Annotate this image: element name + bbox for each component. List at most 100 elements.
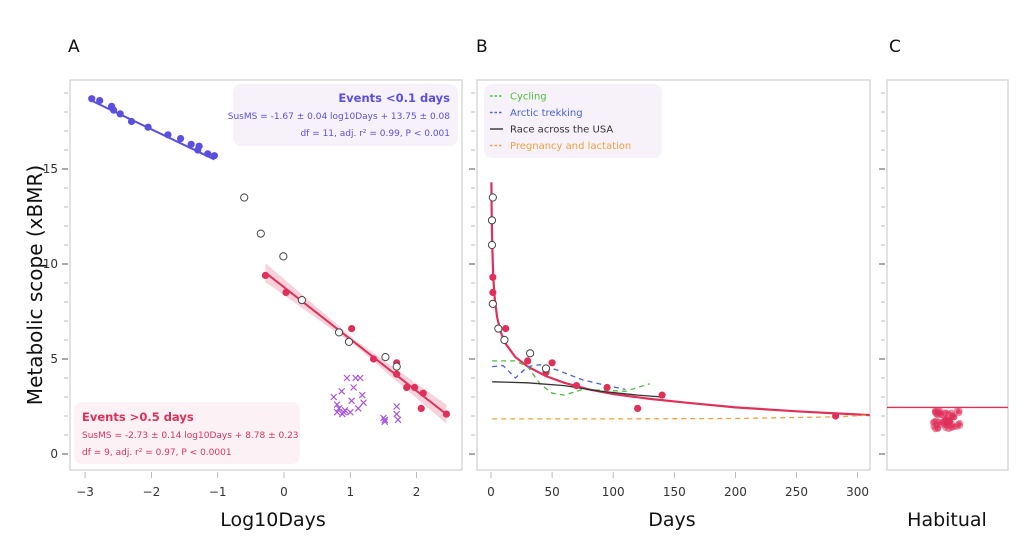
y-tick-label: 5	[50, 352, 58, 366]
data-point-open	[488, 193, 497, 202]
annotation-fast-stats: df = 11, adj. r² = 0.99, P < 0.001	[300, 129, 450, 139]
data-point	[348, 325, 356, 333]
data-point	[417, 404, 425, 412]
data-point-cross	[354, 404, 362, 412]
series-line-arctic-trekking	[492, 364, 626, 391]
panel-letter-a: A	[68, 37, 80, 57]
data-point	[195, 142, 203, 150]
data-point-open	[487, 216, 497, 225]
data-point	[945, 425, 952, 433]
x-axis-title-a: Log10Days	[220, 509, 326, 531]
data-point	[419, 389, 427, 397]
x-tick-label-b: 250	[785, 485, 808, 499]
data-point-cross	[360, 399, 367, 407]
x-tick-label-a: 1	[346, 485, 354, 499]
data-point	[403, 383, 411, 392]
x-tick-label-a: −1	[209, 485, 227, 499]
data-point-open	[500, 335, 509, 345]
data-point-cross	[393, 410, 401, 418]
data-point	[603, 383, 611, 392]
x-tick-label-a: 2	[413, 485, 421, 499]
legend-label: Cycling	[510, 92, 547, 103]
data-point-cross	[338, 387, 346, 395]
x-tick-label-a: 0	[280, 485, 288, 499]
y-tick-label: 0	[50, 447, 58, 461]
panel-c-frame	[886, 79, 1009, 471]
data-point-cross	[350, 384, 358, 391]
data-point-cross	[393, 403, 401, 410]
annotation-fast-equation: SusMS = -1.67 ± 0.04 log10Days + 13.75 ±…	[228, 112, 451, 122]
data-point-cross	[358, 391, 366, 399]
x-tick-label-b: 0	[487, 485, 495, 499]
data-point-cross	[381, 416, 389, 424]
regression-line	[264, 271, 448, 416]
annotation-fast-events: Events <0.1 days SusMS = -1.67 ± 0.04 lo…	[228, 84, 458, 146]
data-point-open	[541, 364, 551, 373]
data-point	[411, 383, 419, 392]
data-point-cross	[346, 408, 354, 416]
annotation-slow-equation: SusMS = -2.73 ± 0.14 log10Days + 8.78 ± …	[82, 431, 299, 441]
data-point-cross	[348, 397, 356, 405]
data-point-cross	[394, 416, 402, 424]
panel-b-frame	[476, 79, 871, 471]
data-point	[524, 357, 532, 365]
series-line-cycling	[492, 360, 651, 396]
data-point	[832, 412, 840, 420]
data-point-open	[256, 229, 265, 238]
data-point-open	[334, 328, 344, 337]
data-point	[936, 410, 943, 417]
panel-a-frame	[69, 79, 463, 471]
data-point-cross	[333, 401, 341, 409]
data-point-cross	[381, 418, 389, 426]
panel-letter-b: B	[476, 37, 488, 57]
data-point-open	[381, 353, 390, 362]
annotation-slow-events: Events >0.5 days SusMS = -2.73 ± 0.14 lo…	[74, 402, 300, 464]
legend-label: Race across the USA	[510, 125, 613, 136]
data-point	[116, 110, 124, 118]
x-tick-label-b: 300	[846, 485, 869, 499]
data-point	[369, 355, 378, 363]
data-point-open	[297, 296, 307, 305]
data-point	[393, 370, 401, 378]
annotation-slow-title: Events >0.5 days	[82, 410, 194, 424]
y-tick-label: 10	[43, 257, 58, 271]
data-point-cross	[343, 374, 351, 382]
data-point	[572, 382, 581, 390]
data-point-open	[344, 337, 354, 346]
series-line-fit-curve	[490, 182, 870, 417]
annotation-slow-stats: df = 9, adj. r² = 0.97, P < 0.0001	[82, 448, 232, 458]
data-point	[502, 325, 510, 333]
x-axis-title-c: Habitual	[907, 509, 987, 531]
data-point	[634, 404, 642, 412]
x-tick-label-a: −2	[143, 485, 161, 499]
data-point	[204, 150, 212, 158]
data-point-open	[487, 240, 497, 250]
data-point-cross	[341, 406, 349, 414]
data-point	[164, 131, 172, 139]
legend-label: Arctic trekking	[510, 108, 583, 119]
series-line-pregnancy-and-lactation	[492, 414, 870, 420]
x-tick-label-b: 100	[602, 485, 625, 499]
data-point	[210, 152, 218, 160]
data-point-cross	[330, 393, 338, 401]
data-point	[88, 95, 96, 103]
data-point	[110, 106, 118, 114]
x-tick-label-b: 150	[663, 485, 686, 499]
data-point	[935, 418, 943, 426]
data-point	[955, 409, 963, 417]
data-point	[658, 391, 666, 399]
data-point	[282, 288, 290, 297]
data-point-open	[279, 252, 288, 261]
x-tick-label-b: 200	[724, 485, 747, 499]
data-point	[944, 410, 952, 417]
data-point-cross	[333, 408, 341, 416]
data-point	[187, 140, 195, 148]
data-point	[489, 288, 497, 297]
data-point	[931, 425, 939, 433]
data-point	[96, 97, 104, 105]
x-tick-label-b: 50	[544, 485, 559, 499]
x-axis-title-b: Days	[648, 509, 695, 531]
x-tick-label-a: −3	[76, 485, 94, 499]
data-point	[953, 423, 960, 430]
